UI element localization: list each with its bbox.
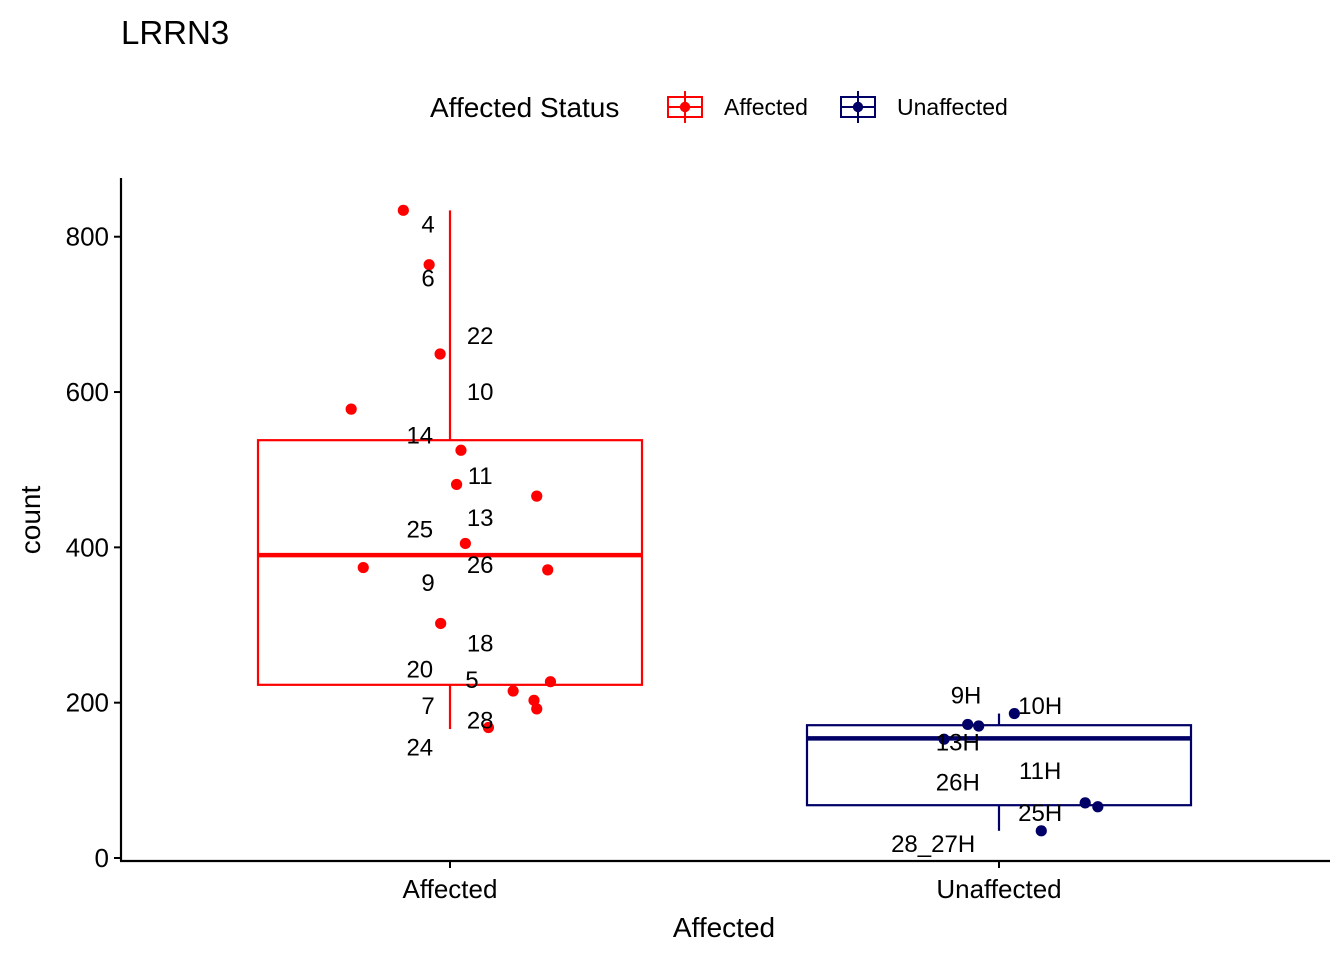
data-point [542, 564, 554, 576]
data-point [531, 490, 543, 502]
point-label: 14 [406, 423, 433, 450]
box-group-affected: 4 6 22 10 14 11 13 25 26 9 18 20 5 7 28 24 [256, 204, 644, 762]
data-point [423, 259, 435, 271]
legend-label: Unaffected [897, 94, 1008, 120]
point-label: 28_27H [891, 831, 975, 858]
data-point [455, 444, 467, 456]
x-tick-label: Affected [403, 874, 498, 904]
point-label: 25 [406, 516, 433, 543]
legend-title: Affected Status [430, 92, 619, 123]
point-label: 26 [467, 552, 494, 579]
legend-key [667, 91, 703, 123]
point-label: 10 [467, 379, 494, 406]
y-tick-label: 0 [95, 843, 109, 873]
point-label: 9 [421, 570, 434, 597]
data-point [1008, 707, 1020, 720]
y-axis-title: count [15, 486, 46, 555]
data-point [531, 703, 543, 715]
data-point [434, 348, 446, 360]
x-tick-label: Unaffected [936, 874, 1061, 904]
data-point [450, 478, 463, 491]
box-group-unaffected: 9H 10H 13H 11H 26H 25H 28_27H [805, 683, 1193, 858]
point-label: 18 [467, 631, 494, 658]
y-tick-label: 200 [66, 688, 109, 718]
point-label: 22 [467, 323, 494, 350]
box-iqr [805, 724, 1193, 807]
point-label: 6 [421, 266, 434, 293]
point-label: 20 [406, 656, 433, 683]
point-label: 9H [951, 683, 982, 710]
point-label: 24 [406, 735, 433, 762]
legend-label: Affected [724, 94, 808, 120]
point-label: 10H [1018, 693, 1062, 720]
point-label: 25H [1018, 800, 1062, 827]
point-label: 28 [467, 708, 494, 735]
point-label: 13 [467, 505, 494, 532]
data-point [973, 720, 985, 732]
data-point [507, 685, 519, 697]
data-point [544, 676, 557, 688]
point-label: 13H [936, 729, 980, 756]
data-point [528, 694, 540, 706]
data-point [1035, 825, 1047, 837]
point-label: 7 [421, 693, 434, 720]
data-point [962, 718, 974, 731]
data-point [345, 403, 357, 415]
point-label: 26H [936, 770, 980, 797]
plot-area: 0 200 400 600 800 Affected Unaffected 4 6 22 10 14 1… [66, 178, 1330, 904]
y-tick-label: 400 [66, 532, 109, 562]
y-tick-label: 800 [66, 222, 109, 252]
data-point [1092, 801, 1104, 813]
point-label: 5 [465, 667, 478, 694]
point-label: 11H [1019, 758, 1061, 785]
x-axis-title: Affected [673, 912, 775, 943]
data-point [482, 721, 495, 734]
data-point [397, 204, 409, 216]
legend: Affected Status Affected Unaffected [430, 91, 1008, 123]
box-iqr [256, 439, 644, 686]
data-point [435, 617, 447, 630]
y-tick-label: 600 [66, 377, 109, 407]
point-label: 4 [421, 211, 434, 238]
data-point [459, 537, 471, 550]
data-point [1079, 797, 1091, 809]
legend-key [840, 91, 876, 123]
data-point [357, 561, 369, 574]
point-label: 11 [468, 463, 493, 490]
legend-key-point [852, 101, 864, 113]
data-point [938, 733, 950, 745]
chart-title: LRRN3 [121, 14, 229, 51]
legend-key-point [679, 101, 691, 113]
